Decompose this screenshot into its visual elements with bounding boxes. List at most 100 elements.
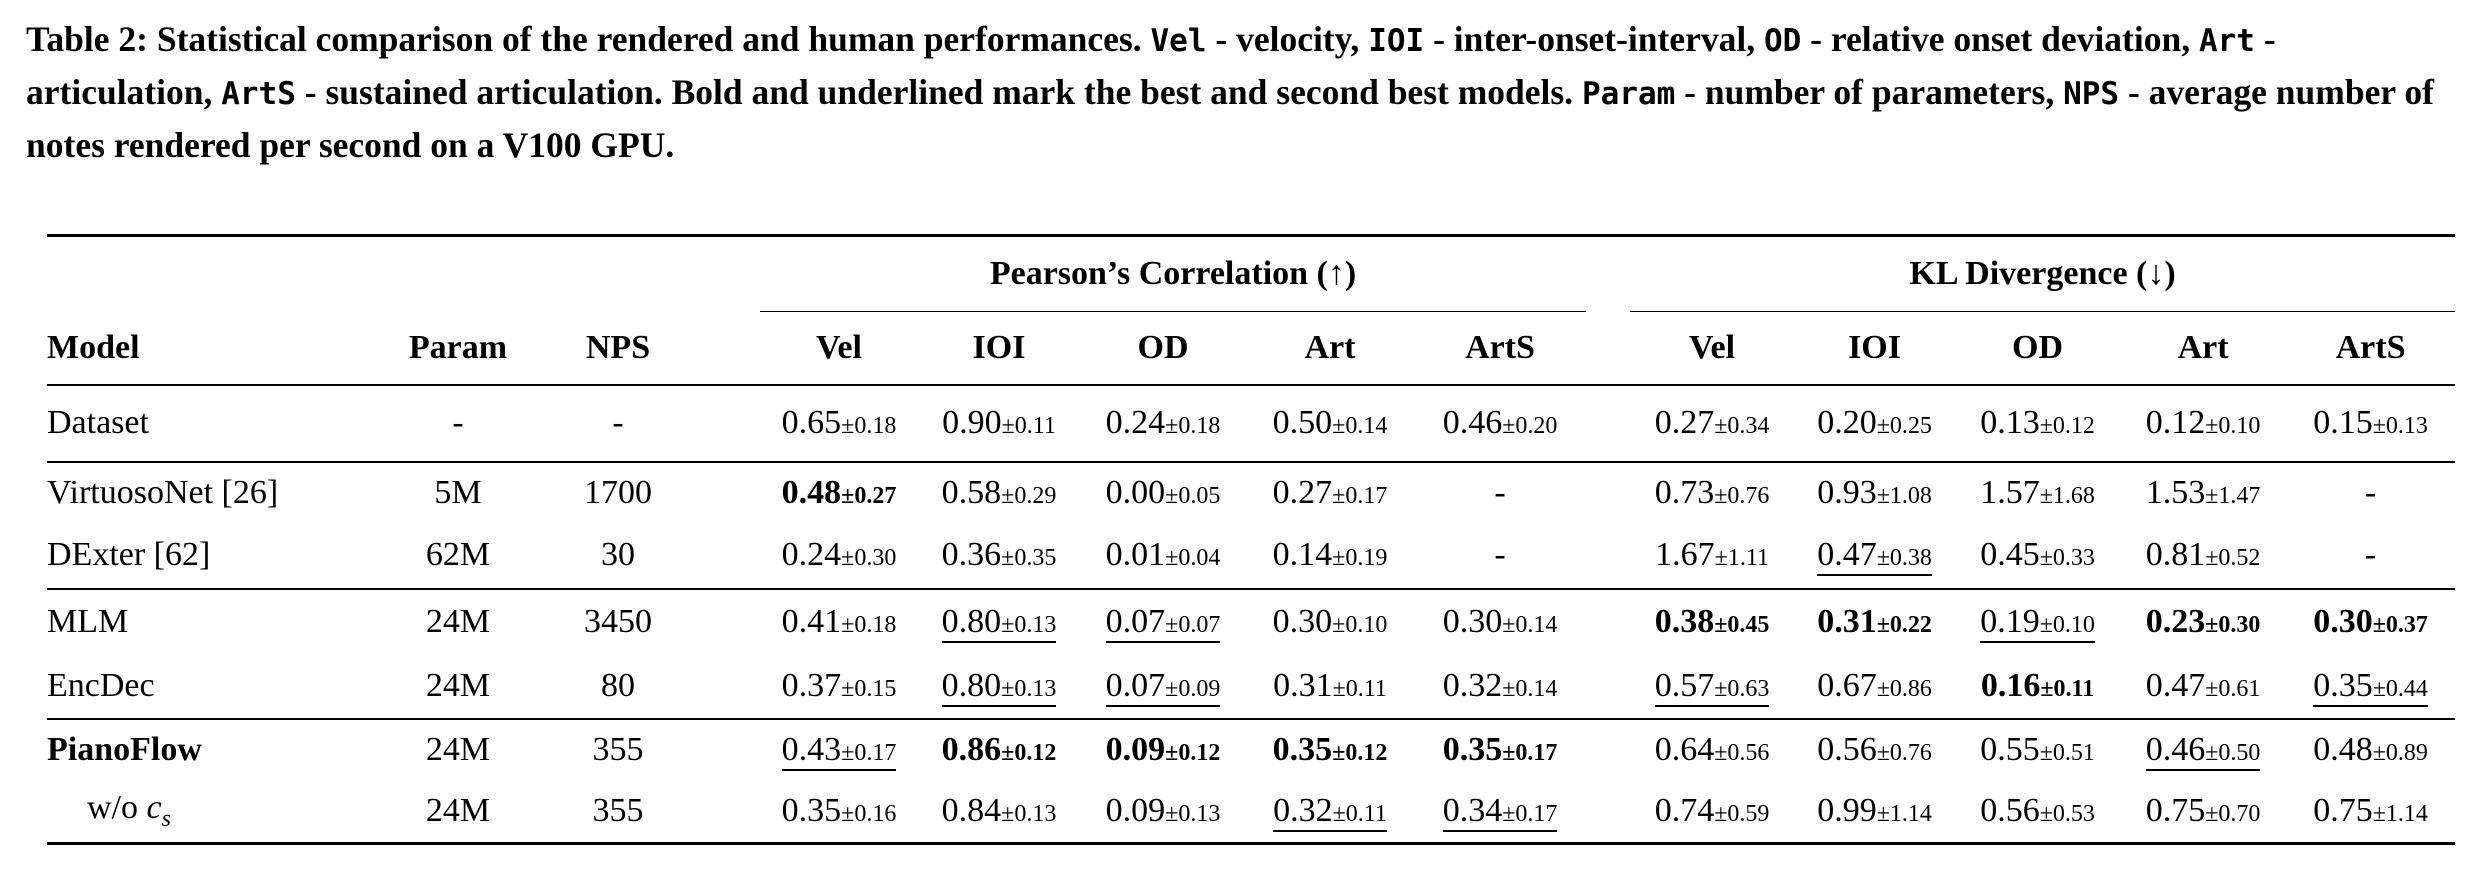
param-cell: 62M [425,536,491,573]
metric-std: ±0.10 [2205,413,2261,439]
caption-code-term: ArtS [221,76,296,112]
kl-od-cell: 0.16±0.11 [1955,654,2120,719]
kl-od-cell: 0.19±0.10 [1955,589,2120,654]
metric-std: ±0.89 [2372,739,2428,766]
metric-std: ±0.27 [841,482,897,509]
metric-value: 0.48 [2313,730,2373,768]
metric-std: ±0.56 [1714,739,1770,766]
metric-value: 0.86 [941,730,1002,768]
metric-value: 0.31 [1273,666,1333,704]
model-name-text: PianoFlow [47,730,202,768]
caption-text: - relative onset deviation, [1801,19,2199,59]
column-header-pearson-art: Art [1304,328,1356,366]
metric-std: ±0.13 [1001,611,1057,638]
metric-std: ±0.63 [1714,675,1770,702]
metric-value: 0.65 [781,404,842,441]
pearson-arts-cell: - [1414,462,1586,523]
metric-value: 0.81 [2145,536,2206,573]
metric-value: 0.67 [1817,666,1877,704]
kl-od-cell: 1.57±1.68 [1955,462,2120,523]
metric-std: ±0.76 [1714,482,1770,509]
metric-value: 0.73 [1654,473,1715,511]
metric-value: 0.41 [781,602,842,640]
metric-std: ±0.14 [1332,413,1388,439]
column-header-kl-od: OD [2012,328,2064,366]
metric-value: 0.15 [2313,404,2373,441]
kl-vel-cell: 1.67±1.11 [1630,523,1794,589]
pearson-vel-cell: 0.43±0.17 [760,719,918,780]
caption-text: Table 2: Statistical comparison of the r… [26,19,1151,59]
nps-cell: 80 [601,666,635,704]
metric-std: ±1.08 [1876,482,1932,509]
metric-std: ±0.70 [2205,800,2261,827]
column-header-kl-art: Art [2177,328,2229,366]
table-row: EncDec 24M 80 0.37±0.15 0.80±0.13 0.07±0.09 0.… [47,654,2455,719]
caption-code-term: NPS [2063,76,2120,112]
metric-value: 0.35 [781,791,842,829]
metric-value: 0.57 [1654,666,1715,704]
model-name-text: EncDec [47,666,155,704]
pearson-art-cell: 0.35±0.12 [1246,719,1414,780]
group-header-kl: KL Divergence (↓) [1630,235,2456,312]
metric-value: 0.35 [2313,666,2373,704]
metric-std: ±1.68 [2039,482,2095,509]
metric-std: ±0.35 [1001,545,1057,571]
metric-std: ±0.12 [1001,739,1057,766]
metric-value: 0.27 [1272,473,1333,511]
column-header-kl-arts: ArtS [2335,328,2406,366]
metric-value: 0.30 [1442,602,1503,640]
kl-art-cell: 0.81±0.52 [2120,523,2286,589]
metric-value: 0.30 [1272,602,1333,640]
metric-value: 0.38 [1654,602,1715,640]
kl-arts-cell: 0.35±0.44 [2286,654,2455,719]
param-cell: 24M [425,791,491,829]
pearson-arts-cell: 0.46±0.20 [1414,385,1586,462]
pearson-art-cell: 0.50±0.14 [1246,385,1414,462]
column-header-pearson-vel: Vel [816,328,862,366]
metric-std: ±0.76 [1876,739,1932,766]
column-header-pearson-od: OD [1137,328,1189,366]
group-header-pearson: Pearson’s Correlation (↑) [760,235,1587,312]
metric-std: ±0.20 [1502,413,1558,439]
pearson-art-cell: 0.32±0.11 [1246,780,1414,844]
table-row: VirtuosoNet [26] 5M 1700 0.48±0.27 0.58±0.29… [47,461,2456,523]
metric-std: ±0.17 [1332,482,1388,509]
metric-std: ±0.11 [2040,675,2095,702]
param-cell: 24M [425,666,491,704]
metric-std: ±0.11 [1332,800,1387,827]
kl-art-cell: 0.12±0.10 [2120,385,2286,462]
metric-value: 0.35 [1442,730,1503,768]
table-row: w/o cs 24M 355 0.35±0.16 0.84±0.13 0.09±0.13 0… [47,780,2456,844]
column-header-pearson-ioi: IOI [972,328,1026,366]
group-header-row: Pearson’s Correlation (↑) KL Divergence … [47,235,2456,312]
metric-std: ±0.16 [841,800,897,827]
metric-value: - [2364,536,2377,573]
caption-text: - average number of notes rendered per s… [26,72,2434,165]
metric-value: 0.01 [1105,536,1166,573]
metric-std: ±0.13 [1001,675,1057,702]
kl-arts-cell: 0.48±0.89 [2286,719,2455,780]
kl-art-cell: 1.53±1.47 [2120,462,2286,523]
kl-vel-cell: 0.38±0.45 [1630,589,1794,654]
kl-arts-cell: 0.75±1.14 [2286,780,2455,844]
metric-value: 0.46 [2145,730,2206,768]
param-cell: 24M [425,602,491,640]
pearson-vel-cell: 0.37±0.15 [760,654,918,719]
metric-value: 0.14 [1272,536,1333,573]
pearson-od-cell: 0.24±0.18 [1080,385,1246,462]
pearson-arts-cell: 0.30±0.14 [1414,589,1586,654]
param-cell: 5M [434,473,482,511]
model-name: DExter [62] [47,523,380,589]
kl-od-cell: 0.56±0.53 [1955,780,2120,844]
pearson-vel-cell: 0.24±0.30 [760,523,918,589]
model-name-text: DExter [62] [47,536,211,573]
nps-cell: 3450 [584,602,652,640]
metric-std: ±0.45 [1714,611,1770,638]
metric-value: 0.00 [1105,473,1166,511]
metric-value: 0.09 [1105,730,1166,768]
kl-od-cell: 0.13±0.12 [1955,385,2120,462]
model-name-text: MLM [47,602,129,640]
metric-std: ±0.59 [1714,800,1770,827]
pearson-vel-cell: 0.48±0.27 [760,462,918,523]
column-header-row: Model Param NPS Vel IOI OD Art ArtS Vel IOI OD A… [47,312,2455,385]
